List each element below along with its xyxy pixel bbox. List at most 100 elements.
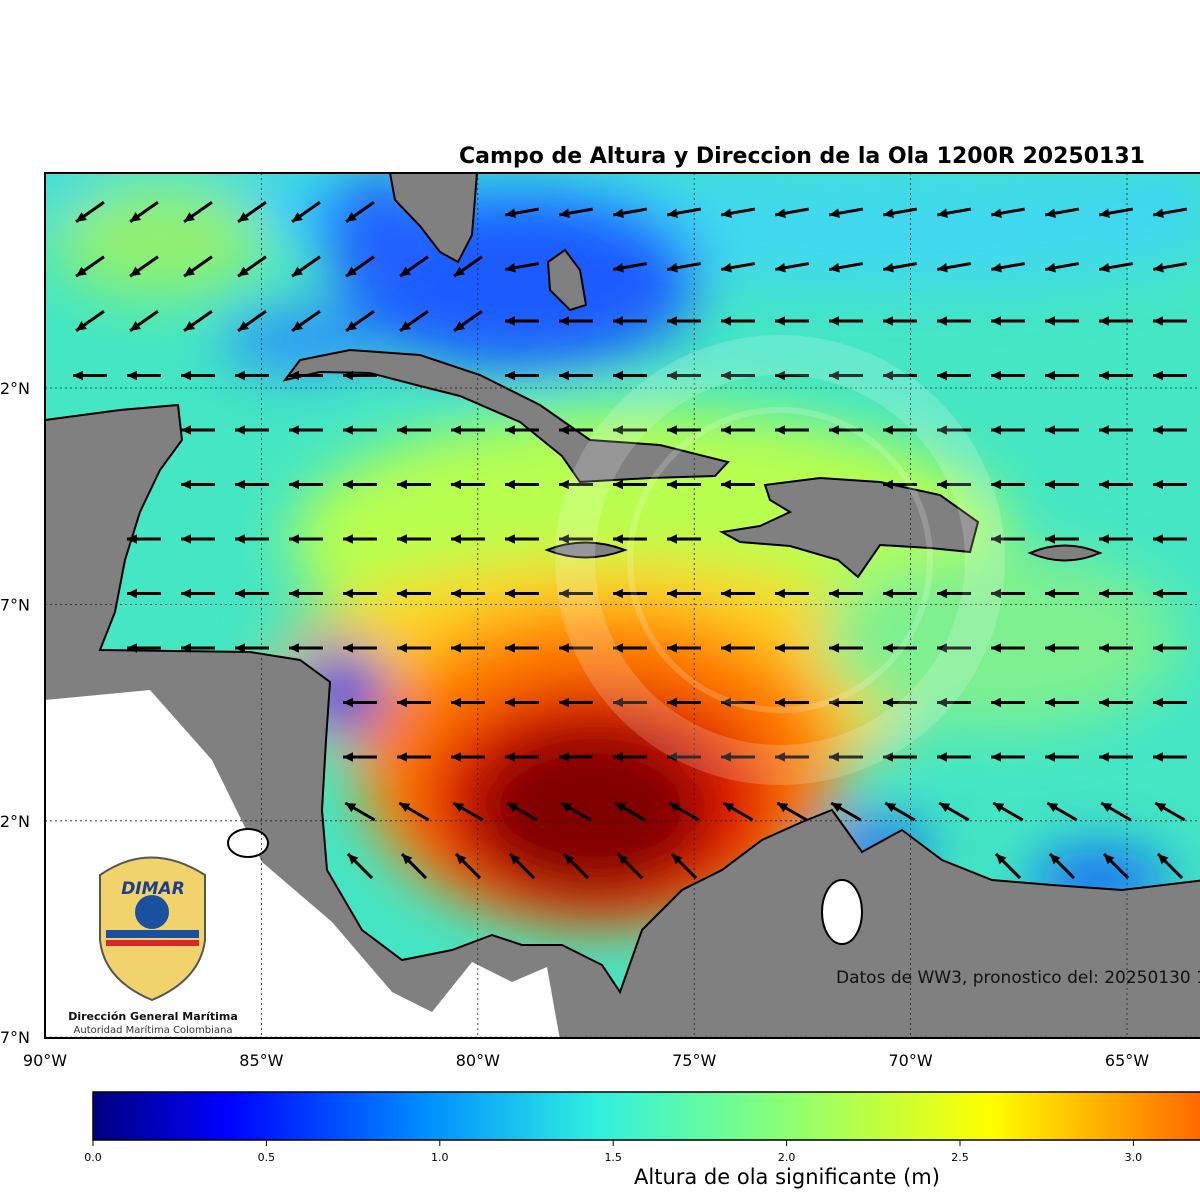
arrow-head	[238, 266, 249, 277]
arrow-head	[775, 752, 785, 762]
arrow	[127, 643, 161, 653]
arrow-head	[775, 263, 786, 273]
arrow	[667, 316, 701, 326]
arrow-head	[505, 534, 515, 544]
arrow	[775, 425, 809, 435]
arrow	[667, 370, 701, 381]
arrow	[1153, 479, 1187, 490]
arrow	[127, 588, 161, 599]
arrow	[668, 801, 700, 822]
arrow-head	[1099, 208, 1110, 218]
arrow	[991, 643, 1025, 653]
arrow-head	[991, 752, 1001, 762]
arrow-head	[451, 752, 461, 762]
arrow-head	[829, 588, 839, 599]
arrow	[289, 588, 323, 599]
arrow	[1100, 801, 1132, 822]
lat-label: 2°N	[0, 379, 30, 398]
arrow-head	[505, 316, 515, 326]
arrow	[937, 479, 971, 490]
arrow-head	[721, 588, 731, 599]
arrow-head	[289, 479, 299, 490]
arrow-head	[775, 316, 785, 326]
arrow-head	[937, 588, 947, 599]
arrow	[667, 697, 701, 708]
arrow-head	[343, 425, 353, 435]
arrow	[183, 255, 213, 278]
arrow-head	[667, 263, 678, 273]
wave-field	[45, 173, 1200, 1038]
arrow	[613, 643, 647, 653]
arrow	[397, 643, 431, 653]
arrow	[883, 425, 917, 435]
arrow	[667, 752, 701, 762]
arrow-head	[937, 697, 947, 708]
arrow	[343, 697, 377, 708]
arrow	[181, 479, 215, 490]
arrow	[75, 310, 105, 332]
arrow-head	[1103, 853, 1115, 865]
arrow	[1048, 852, 1076, 880]
arrow-head	[991, 370, 1001, 381]
lake	[227, 828, 269, 858]
arrow	[559, 697, 593, 708]
arrow-head	[76, 212, 87, 222]
arrow	[775, 643, 809, 653]
arrow-head	[721, 208, 732, 218]
arrow-head	[721, 697, 731, 708]
arrow	[235, 643, 269, 653]
arrow-head	[127, 370, 137, 381]
arrow-head	[127, 534, 137, 544]
arrow-head	[617, 853, 629, 865]
arrow-head	[829, 370, 839, 381]
arrow-head	[667, 316, 677, 326]
arrow	[1099, 697, 1133, 708]
arrow	[722, 801, 754, 822]
arrow	[720, 207, 756, 218]
arrow	[559, 316, 593, 326]
arrow-head	[455, 853, 467, 865]
arrow	[614, 801, 646, 822]
arrow-head	[667, 643, 677, 653]
arrow-head	[559, 370, 569, 381]
arrow	[667, 588, 701, 599]
arrow-head	[993, 803, 1005, 813]
arrow-head	[343, 588, 353, 599]
arrow-head	[883, 479, 893, 490]
colorbar-ticks: 0.0 0.5 1.0 1.5 2.0 2.5 3.0	[84, 1140, 1142, 1164]
lon-label: 75°W	[672, 1051, 716, 1070]
arrow-head	[1045, 316, 1055, 326]
arrow-head	[289, 588, 299, 599]
arrow-head	[559, 316, 569, 326]
arrow-head	[346, 321, 357, 331]
lon-labels: 90°W 85°W 80°W 75°W 70°W 65°W	[23, 1051, 1149, 1070]
arrow	[289, 534, 323, 544]
arrow	[1044, 262, 1080, 273]
arrow	[235, 479, 269, 490]
arrow	[344, 801, 376, 822]
arrow	[829, 370, 863, 381]
arrow-head	[991, 425, 1001, 435]
arrow	[990, 262, 1026, 273]
arrow-head	[613, 588, 623, 599]
arrow	[559, 370, 593, 381]
arrow-head	[829, 208, 840, 218]
arrow-head	[937, 752, 947, 762]
arrow	[235, 425, 269, 435]
arrow-head	[343, 752, 353, 762]
arrow	[613, 479, 647, 490]
arrow-head	[1153, 534, 1163, 544]
arrow-head	[401, 853, 413, 865]
logo-subtitle: Autoridad Marítima Colombiana	[74, 1024, 233, 1036]
arrow	[451, 752, 485, 762]
arrow-head	[667, 479, 677, 490]
arrow-head	[397, 425, 407, 435]
arrow	[291, 310, 321, 332]
arrow-head	[883, 697, 893, 708]
arrow	[505, 643, 539, 653]
arrow-head	[1045, 752, 1055, 762]
lon-label: 80°W	[456, 1051, 500, 1070]
arrow	[505, 479, 539, 490]
arrow-head	[559, 479, 569, 490]
arrow	[991, 588, 1025, 599]
